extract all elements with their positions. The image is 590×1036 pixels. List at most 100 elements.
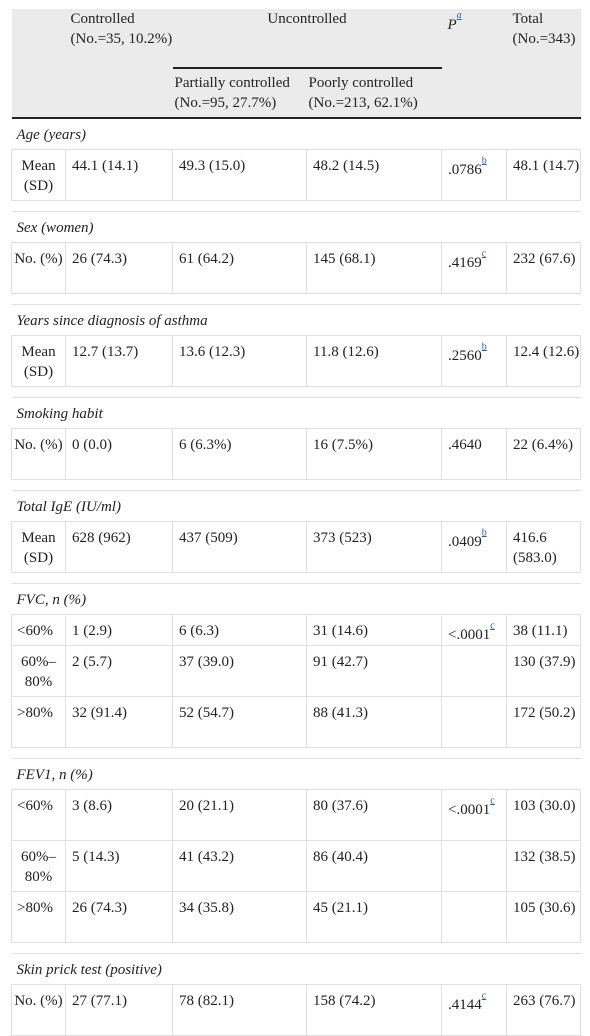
cell-controlled: 5 (14.3) (65, 840, 173, 892)
cell-p-value (441, 891, 507, 943)
row-label: <60% (11, 789, 66, 841)
spacer-cell (11, 293, 581, 305)
cell-p-value: .0786b (441, 149, 507, 201)
cell-controlled: 32 (91.4) (65, 696, 173, 748)
cell-controlled: 3 (8.6) (65, 789, 173, 841)
cell-total: 172 (50.2) (506, 696, 581, 748)
cell-poorly-controlled: 158 (74.2) (306, 984, 442, 1036)
section-header-row: Years since diagnosis of asthma (11, 303, 581, 336)
cell-controlled: 27 (77.1) (65, 984, 173, 1036)
p-footnote: c (490, 621, 494, 636)
cell-p-value: <.0001c (441, 614, 507, 646)
cell-partially-controlled: 52 (54.7) (172, 696, 307, 748)
header-blank (11, 9, 66, 119)
cell-partially-controlled: 61 (64.2) (172, 242, 307, 294)
section-spacer (11, 479, 581, 491)
p-value-text: .2560 (448, 347, 482, 364)
table-row: <60% 1 (2.9) 6 (6.3) 31 (14.6) <.0001c 38 (11… (11, 614, 581, 646)
p-footnote: b (482, 342, 487, 357)
table-row: No. (%) 26 (74.3) 61 (64.2) 145 (68.1) .4169… (11, 242, 581, 294)
cell-poorly-controlled: 11.8 (12.6) (306, 335, 442, 387)
cell-partially-controlled: 41 (43.2) (172, 840, 307, 892)
footnote-link[interactable]: c (481, 990, 487, 1002)
cell-controlled: 26 (74.3) (65, 242, 173, 294)
cell-p-value (441, 840, 507, 892)
cell-total: 12.4 (12.6) (506, 335, 581, 387)
row-label: 60%–80% (11, 645, 66, 697)
header-uncontrolled: Uncontrolled (172, 9, 442, 68)
row-label: No. (%) (11, 428, 66, 480)
cell-poorly-controlled: 16 (7.5%) (306, 428, 442, 480)
section-header-row: Sex (women) (11, 210, 581, 243)
table-header: Controlled (No.=35, 10.2%) Uncontrolled … (11, 9, 581, 119)
cell-total: 263 (76.7) (506, 984, 581, 1036)
p-footnote: b (482, 528, 487, 543)
header-total: Total (No.=343) (506, 9, 581, 119)
cell-total: 48.1 (14.7) (506, 149, 581, 201)
p-value-text: .4144 (448, 996, 482, 1013)
cell-total: 38 (11.1) (506, 614, 581, 646)
footnote-link[interactable]: c (490, 620, 495, 632)
cell-partially-controlled: 437 (509) (172, 521, 307, 573)
asthma-control-table: Controlled (No.=35, 10.2%) Uncontrolled … (11, 9, 581, 1036)
cell-partially-controlled: 34 (35.8) (172, 891, 307, 943)
section-header-row: FEV1, n (%) (11, 757, 581, 790)
spacer-cell (11, 479, 581, 491)
cell-poorly-controlled: 88 (41.3) (306, 696, 442, 748)
cell-total: 132 (38.5) (506, 840, 581, 892)
section-spacer (11, 293, 581, 305)
cell-total: 105 (30.6) (506, 891, 581, 943)
table-row: No. (%) 27 (77.1) 78 (82.1) 158 (74.2) .4144… (11, 984, 581, 1036)
footnote-link[interactable]: c (481, 248, 487, 260)
section-title: Smoking habit (11, 396, 581, 429)
p-footnote: c (482, 991, 486, 1006)
cell-poorly-controlled: 31 (14.6) (306, 614, 442, 646)
row-label: No. (%) (11, 242, 66, 294)
cell-p-value: .4640 (441, 428, 507, 480)
row-label: Mean (SD) (11, 335, 66, 387)
row-label: Mean (SD) (11, 149, 66, 201)
section-title: FVC, n (%) (11, 582, 581, 615)
table-row: >80% 32 (91.4) 52 (54.7) 88 (41.3) 172 (50.2… (11, 696, 581, 748)
spacer-cell (11, 386, 581, 398)
cell-poorly-controlled: 48.2 (14.5) (306, 149, 442, 201)
footnote-link[interactable]: b (481, 341, 487, 353)
section-spacer (11, 747, 581, 759)
header-p-value: Pa (441, 9, 507, 119)
row-label: No. (%) (11, 984, 66, 1036)
footnote-a-link[interactable]: a (456, 9, 462, 21)
section-spacer (11, 572, 581, 584)
cell-total: 416.6 (583.0) (506, 521, 581, 573)
cell-partially-controlled: 78 (82.1) (172, 984, 307, 1036)
cell-poorly-controlled: 86 (40.4) (306, 840, 442, 892)
cell-poorly-controlled: 45 (21.1) (306, 891, 442, 943)
cell-total: 22 (6.4%) (506, 428, 581, 480)
section-spacer (11, 386, 581, 398)
cell-p-value: <.0001c (441, 789, 507, 841)
section-header-row: FVC, n (%) (11, 582, 581, 615)
section-title: FEV1, n (%) (11, 757, 581, 790)
cell-total: 232 (67.6) (506, 242, 581, 294)
cell-p-value (441, 696, 507, 748)
section-title: Age (years) (11, 117, 581, 150)
footnote-link[interactable]: b (481, 155, 487, 167)
row-label: >80% (11, 891, 66, 943)
table-row: 60%–80% 2 (5.7) 37 (39.0) 91 (42.7) 130 (37.… (11, 645, 581, 697)
p-footnote: c (490, 796, 494, 811)
table-row: <60% 3 (8.6) 20 (21.1) 80 (37.6) <.0001c 103 … (11, 789, 581, 841)
spacer-cell (11, 200, 581, 212)
cell-partially-controlled: 6 (6.3) (172, 614, 307, 646)
cell-controlled: 26 (74.3) (65, 891, 173, 943)
section-header-row: Total IgE (IU/ml) (11, 489, 581, 522)
row-label: >80% (11, 696, 66, 748)
footnote-link[interactable]: c (490, 795, 495, 807)
p-value-text: .4640 (448, 436, 482, 453)
footnote-link[interactable]: b (481, 527, 487, 539)
cell-partially-controlled: 13.6 (12.3) (172, 335, 307, 387)
section-title: Sex (women) (11, 210, 581, 243)
spacer-cell (11, 747, 581, 759)
row-label: 60%–80% (11, 840, 66, 892)
section-spacer (11, 200, 581, 212)
spacer-cell (11, 942, 581, 954)
p-value-text: .4169 (448, 254, 482, 271)
